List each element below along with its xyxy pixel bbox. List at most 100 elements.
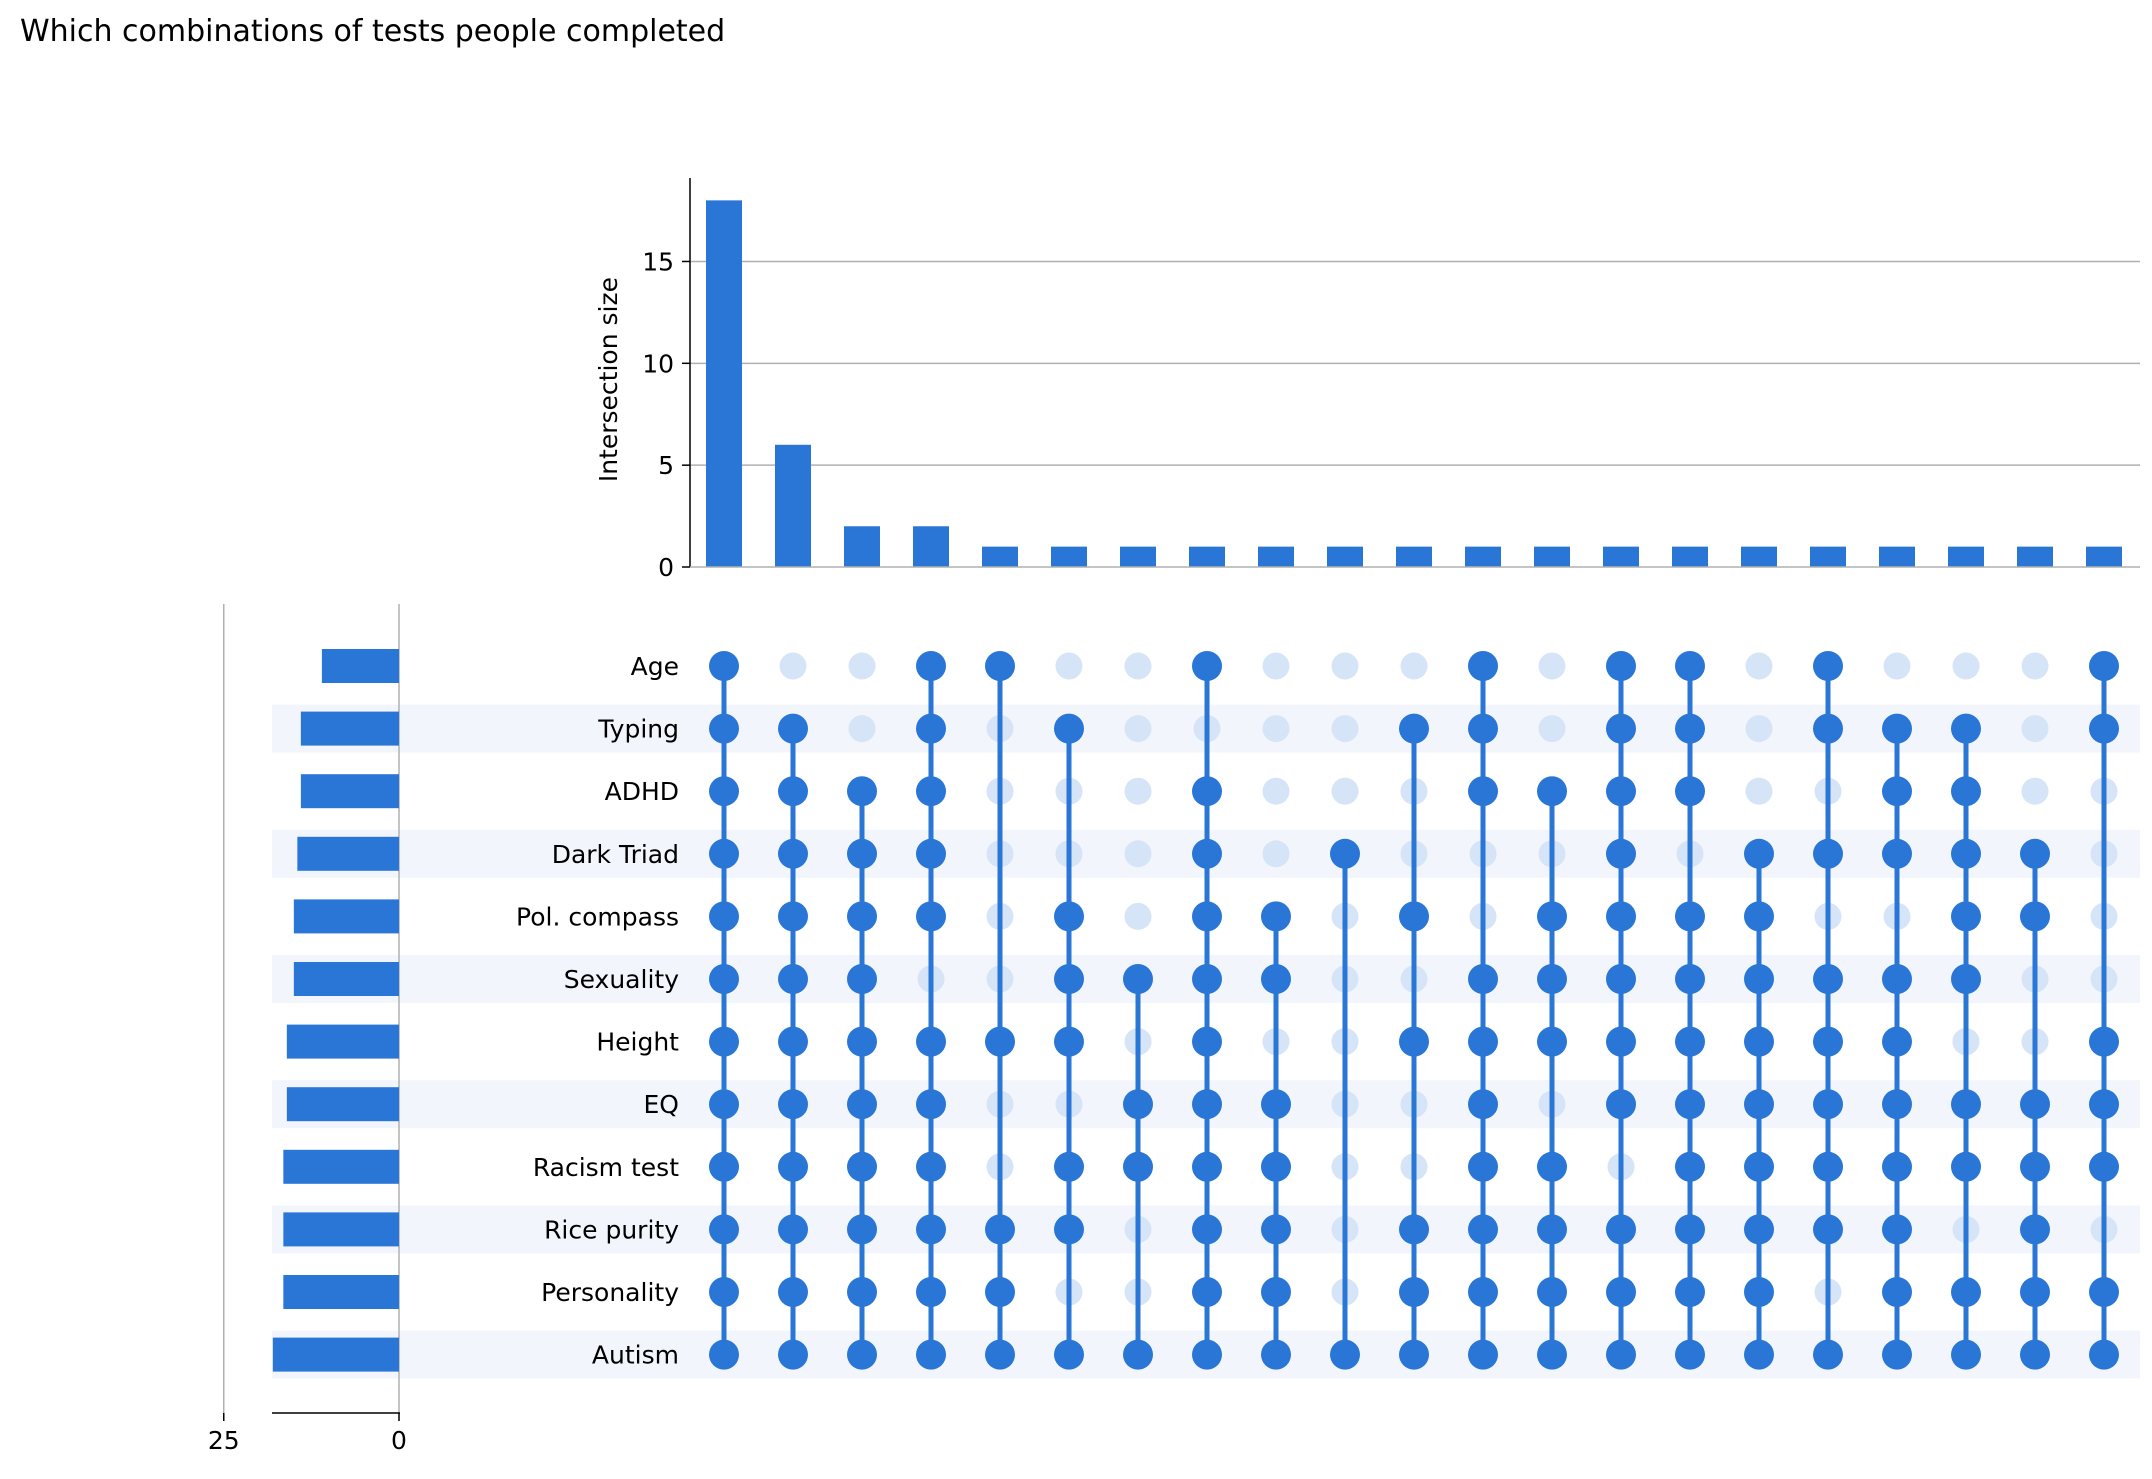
intersection-bar-12	[1465, 546, 1501, 567]
inactive-dot-c20-r1	[2021, 652, 2049, 680]
active-dot-c11-r10	[1399, 1214, 1429, 1245]
active-dot-c11-r11	[1399, 1277, 1429, 1307]
active-dot-c19-r12	[1951, 1339, 1981, 1370]
active-dot-c14-r8	[1606, 1089, 1636, 1120]
active-dot-c19-r11	[1951, 1277, 1981, 1307]
set-tick-label-0: 0	[391, 1426, 407, 1455]
set-size-bar-6	[293, 962, 399, 996]
inactive-dot-c7-r2	[1124, 715, 1152, 743]
active-dot-c15-r1	[1675, 651, 1705, 681]
active-dot-c5-r10	[985, 1214, 1015, 1245]
active-dot-c9-r10	[1261, 1214, 1291, 1245]
active-dot-c3-r6	[847, 964, 877, 994]
active-dot-c13-r12	[1537, 1339, 1567, 1370]
active-dot-c9-r11	[1261, 1277, 1291, 1307]
active-dot-c12-r11	[1468, 1277, 1498, 1307]
active-dot-c18-r9	[1882, 1151, 1912, 1182]
active-dot-c18-r12	[1882, 1339, 1912, 1370]
active-dot-c7-r8	[1123, 1089, 1153, 1120]
inactive-dot-c7-r1	[1124, 652, 1152, 680]
active-dot-c14-r7	[1606, 1026, 1636, 1057]
active-dot-c21-r12	[2089, 1339, 2119, 1370]
set-label-adhd: ADHD	[605, 777, 679, 806]
intersection-bar-1	[706, 200, 742, 568]
active-dot-c6-r5	[1054, 901, 1084, 932]
active-dot-c4-r1	[916, 651, 946, 681]
intersection-bar-6	[1051, 546, 1087, 567]
inactive-dot-c3-r2	[848, 715, 876, 743]
active-dot-c8-r9	[1192, 1151, 1222, 1182]
active-dot-c16-r10	[1744, 1214, 1774, 1245]
active-dot-c19-r6	[1951, 964, 1981, 994]
active-dot-c15-r7	[1675, 1026, 1705, 1057]
inactive-dot-c20-r2	[2021, 715, 2049, 743]
active-dot-c18-r6	[1882, 964, 1912, 994]
y-tick-label-10: 10	[642, 349, 674, 378]
active-dot-c20-r12	[2020, 1339, 2050, 1370]
active-dot-c3-r9	[847, 1151, 877, 1182]
active-dot-c18-r10	[1882, 1214, 1912, 1245]
active-dot-c14-r4	[1606, 838, 1636, 869]
intersection-bar-11	[1396, 546, 1432, 567]
active-dot-c19-r8	[1951, 1089, 1981, 1120]
active-dot-c10-r4	[1330, 838, 1360, 869]
set-tick-label-25: 25	[208, 1426, 240, 1455]
inactive-dot-c16-r3	[1745, 777, 1773, 805]
active-dot-c2-r9	[778, 1151, 808, 1182]
active-dot-c4-r8	[916, 1089, 946, 1120]
set-size-bar-11	[283, 1275, 399, 1309]
active-dot-c12-r6	[1468, 964, 1498, 994]
active-dot-c1-r4	[709, 838, 739, 869]
active-dot-c9-r8	[1261, 1089, 1291, 1120]
active-dot-c4-r9	[916, 1151, 946, 1182]
intersection-bar-10	[1327, 546, 1363, 567]
inactive-dot-c13-r2	[1538, 715, 1566, 743]
active-dot-c4-r7	[916, 1026, 946, 1057]
set-size-bar-1	[321, 649, 399, 683]
intersection-bar-19	[1948, 546, 1984, 567]
chart-title: Which combinations of tests people compl…	[20, 14, 726, 49]
active-dot-c14-r2	[1606, 713, 1636, 744]
active-dot-c5-r1	[985, 651, 1015, 681]
active-dot-c15-r11	[1675, 1277, 1705, 1307]
intersection-bar-13	[1534, 546, 1570, 567]
active-dot-c2-r6	[778, 964, 808, 994]
inactive-dot-c19-r1	[1952, 652, 1980, 680]
active-dot-c2-r12	[778, 1339, 808, 1370]
set-size-bar-5	[293, 899, 399, 934]
active-dot-c3-r3	[847, 776, 877, 807]
active-dot-c16-r9	[1744, 1151, 1774, 1182]
intersection-bar-17	[1810, 546, 1846, 567]
active-dot-c4-r3	[916, 776, 946, 807]
active-dot-c15-r6	[1675, 964, 1705, 994]
inactive-dot-c3-r1	[848, 652, 876, 680]
active-dot-c13-r3	[1537, 776, 1567, 807]
intersection-bar-5	[982, 546, 1018, 567]
active-dot-c19-r9	[1951, 1151, 1981, 1182]
active-dot-c3-r12	[847, 1339, 877, 1370]
active-dot-c17-r9	[1813, 1151, 1843, 1182]
active-dot-c17-r4	[1813, 838, 1843, 869]
intersection-bar-15	[1672, 546, 1708, 567]
set-label-dark-triad: Dark Triad	[552, 840, 679, 869]
active-dot-c13-r11	[1537, 1277, 1567, 1307]
intersection-bar-14	[1603, 546, 1639, 567]
active-dot-c13-r10	[1537, 1214, 1567, 1245]
active-dot-c21-r11	[2089, 1277, 2119, 1307]
active-dot-c20-r9	[2020, 1151, 2050, 1182]
active-dot-c1-r10	[709, 1214, 739, 1245]
active-dot-c15-r8	[1675, 1089, 1705, 1120]
active-dot-c16-r12	[1744, 1339, 1774, 1370]
active-dot-c9-r9	[1261, 1151, 1291, 1182]
active-dot-c8-r12	[1192, 1339, 1222, 1370]
active-dot-c11-r7	[1399, 1026, 1429, 1057]
active-dot-c3-r5	[847, 901, 877, 932]
set-label-sexuality: Sexuality	[564, 965, 679, 994]
active-dot-c8-r11	[1192, 1277, 1222, 1307]
active-dot-c3-r7	[847, 1026, 877, 1057]
set-size-bar-3	[300, 774, 399, 809]
inactive-dot-c16-r1	[1745, 652, 1773, 680]
active-dot-c12-r3	[1468, 776, 1498, 807]
active-dot-c19-r4	[1951, 838, 1981, 869]
